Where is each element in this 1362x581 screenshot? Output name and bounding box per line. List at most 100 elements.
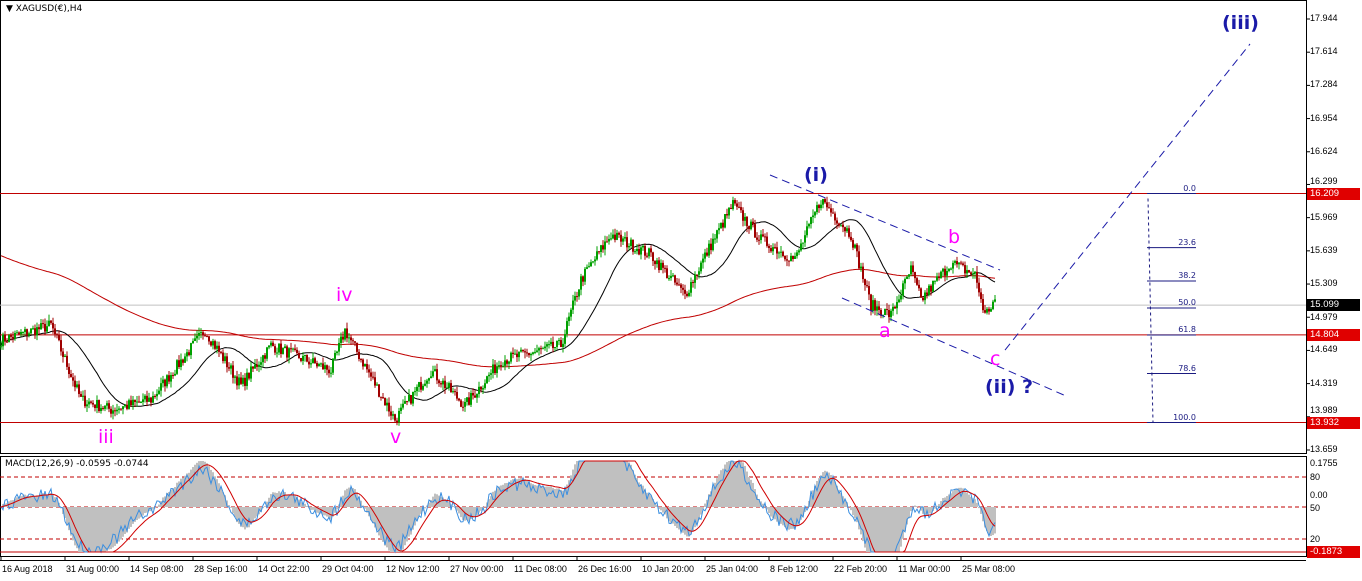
candle-body <box>48 320 50 327</box>
candle-body <box>264 355 266 359</box>
candle-body <box>414 391 416 393</box>
candle-body <box>990 309 992 312</box>
candle-body <box>496 366 498 374</box>
time-tick-label: 16 Aug 2018 <box>2 564 53 574</box>
candle-body <box>260 362 262 365</box>
candle-body <box>948 268 950 272</box>
candle-body <box>940 271 942 279</box>
wave-label-ii: (ii) ? <box>985 376 1034 398</box>
fibonacci-vertical-line <box>1147 198 1154 423</box>
candle-body <box>744 216 746 221</box>
candle-body <box>478 386 480 395</box>
candle-body <box>170 375 172 382</box>
candle-body <box>186 352 188 357</box>
candle-body <box>622 238 624 242</box>
candle-body <box>564 334 566 344</box>
candle-body <box>906 276 908 279</box>
candle-body <box>102 407 104 409</box>
candle-body <box>404 401 406 404</box>
candle-body <box>932 280 934 292</box>
price-tick-label: 17.284 <box>1310 79 1338 90</box>
candle-body <box>808 224 810 227</box>
candle-body <box>676 282 678 285</box>
symbol-title-text: XAGUSD(€),H4 <box>15 4 83 14</box>
candle-body <box>130 400 132 406</box>
candle-body <box>146 395 148 402</box>
candle-body <box>460 400 462 407</box>
candle-body <box>290 348 292 350</box>
candle-body <box>638 248 640 255</box>
time-tick-label: 31 Aug 00:00 <box>66 564 120 574</box>
candle-body <box>76 384 78 388</box>
candle-body <box>442 380 444 385</box>
level-price-tag: 16.209 <box>1307 187 1360 200</box>
candle-body <box>602 245 604 250</box>
fibonacci-level-label: 38.2 <box>1178 271 1196 280</box>
candle-body <box>674 275 676 283</box>
candle-body <box>62 351 64 357</box>
candle-body <box>730 207 732 210</box>
fibonacci-level-label: 78.6 <box>1178 363 1196 373</box>
candle-body <box>362 359 364 367</box>
candle-body <box>796 252 798 257</box>
candle-body <box>240 377 242 384</box>
candle-body <box>548 344 550 346</box>
candle-body <box>344 328 346 340</box>
candle-body <box>724 214 726 228</box>
candle-body <box>316 363 318 367</box>
candle-body <box>556 340 558 347</box>
time-tick-label: 22 Feb 20:00 <box>834 564 888 574</box>
candle-body <box>124 404 126 407</box>
candle-body <box>90 401 92 403</box>
candle-body <box>8 335 10 342</box>
candle-body <box>108 403 110 409</box>
lower-channel-line <box>841 297 1067 397</box>
candle-body <box>658 260 660 271</box>
candle-body <box>454 391 456 393</box>
candle-body <box>132 399 134 406</box>
candle-body <box>444 380 446 389</box>
candle-body <box>670 275 672 279</box>
time-tick-label: 28 Sep 16:00 <box>194 564 248 574</box>
candle-body <box>110 408 112 414</box>
candle-body <box>378 384 380 397</box>
candle-body <box>934 280 936 282</box>
candle-body <box>34 328 36 336</box>
candle-body <box>928 285 930 295</box>
candle-body <box>896 302 898 309</box>
slow-moving-average <box>0 255 996 368</box>
candle-body <box>818 205 820 209</box>
candle-body <box>880 309 882 316</box>
candle-body <box>560 340 562 348</box>
candle-body <box>220 351 222 353</box>
price-tick-label: 16.954 <box>1310 112 1338 123</box>
candle-body <box>738 206 740 208</box>
candle-body <box>866 285 868 287</box>
candle-body <box>604 241 606 250</box>
candle-body <box>334 352 336 359</box>
candle-body <box>2 334 4 347</box>
candle-body <box>722 222 724 228</box>
candle-body <box>222 352 224 362</box>
candle-body <box>532 352 534 354</box>
candle-body <box>350 337 352 341</box>
candle-body <box>728 207 730 216</box>
candle-body <box>878 306 880 310</box>
time-tick-label: 11 Dec 08:00 <box>514 564 567 574</box>
candle-body <box>446 387 448 389</box>
candle-body <box>448 383 450 388</box>
triangle-down-icon[interactable]: ▼ <box>6 4 16 14</box>
candle-body <box>380 396 382 398</box>
candle-body <box>4 334 6 342</box>
candle-body <box>858 251 860 269</box>
candle-body <box>156 393 158 397</box>
candle-body <box>518 351 520 358</box>
candle-body <box>458 398 460 401</box>
candle-body <box>534 351 536 353</box>
candle-body <box>776 247 778 254</box>
candle-body <box>908 274 910 277</box>
candle-body <box>294 348 296 350</box>
candle-body <box>516 353 518 358</box>
time-tick-label: 14 Oct 22:00 <box>258 564 310 574</box>
